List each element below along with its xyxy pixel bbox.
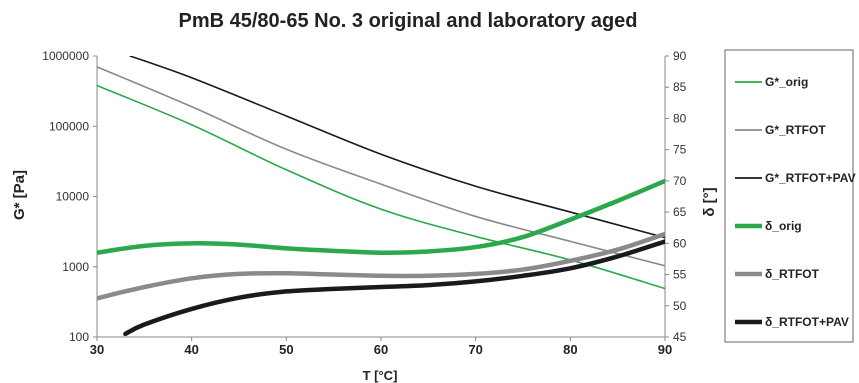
x-tick-label: 90 (658, 342, 672, 357)
y-right-tick-label: 85 (673, 80, 687, 94)
y-axis-right-label: δ [°] (701, 187, 718, 216)
y-right-tick-label: 45 (673, 330, 687, 344)
y-right-tick-label: 50 (673, 299, 687, 313)
y-left-tick-label: 10000 (56, 190, 90, 204)
chart-title: PmB 45/80-65 No. 3 original and laborato… (178, 10, 637, 32)
legend-label: δ_RTFOT (765, 267, 820, 281)
y-right-tick-label: 55 (673, 268, 687, 282)
series-line-delta-rtfot (97, 231, 665, 301)
legend-label: G*_RTFOT (765, 123, 826, 137)
x-tick-label: 40 (184, 342, 198, 357)
series-line-gstar-g-rtfot (97, 66, 665, 267)
x-tick-label: 50 (279, 342, 293, 357)
y-right-tick-label: 60 (673, 236, 687, 250)
x-tick-label: 70 (468, 342, 482, 357)
plot-area: 30 40 50 60 70 80 90 100 1000 10000 100000 1000000 4… (42, 49, 686, 357)
x-tick-label: 80 (563, 342, 577, 357)
y-left-tick-label: 100 (69, 330, 89, 344)
legend-box (724, 49, 854, 343)
y-left-tick-label: 100000 (49, 119, 89, 133)
series-line-delta-rtfot-pav (123, 239, 665, 337)
legend-label: G*_RTFOT+PAV (765, 171, 856, 185)
y-right-tick-label: 75 (673, 143, 687, 157)
series-line-gstar-g-rtfot-pav (129, 56, 665, 239)
legend-label: δ_orig (765, 219, 802, 233)
legend-label: G*_orig (765, 75, 808, 89)
legend-label: δ_RTFOT+PAV (765, 315, 849, 329)
y-right-tick-label: 90 (673, 49, 687, 63)
y-left-tick-label: 1000 (62, 260, 89, 274)
y-axis-left-label: G* [Pa] (11, 170, 28, 220)
x-axis-label: T [°C] (363, 368, 398, 383)
y-right-tick-label: 80 (673, 111, 687, 125)
series-line-delta-orig (97, 178, 665, 255)
y-left-tick-label: 1000000 (42, 49, 89, 63)
x-tick-label: 60 (374, 342, 388, 357)
x-tick-label: 30 (90, 342, 104, 357)
y-right-tick-label: 65 (673, 205, 687, 219)
legend: G*_orig G*_RTFOT G*_RTFOT+PAV δ_orig δ_RTFOT… (735, 75, 856, 329)
y-right-tick-label: 70 (673, 174, 687, 188)
series-group (97, 56, 665, 337)
